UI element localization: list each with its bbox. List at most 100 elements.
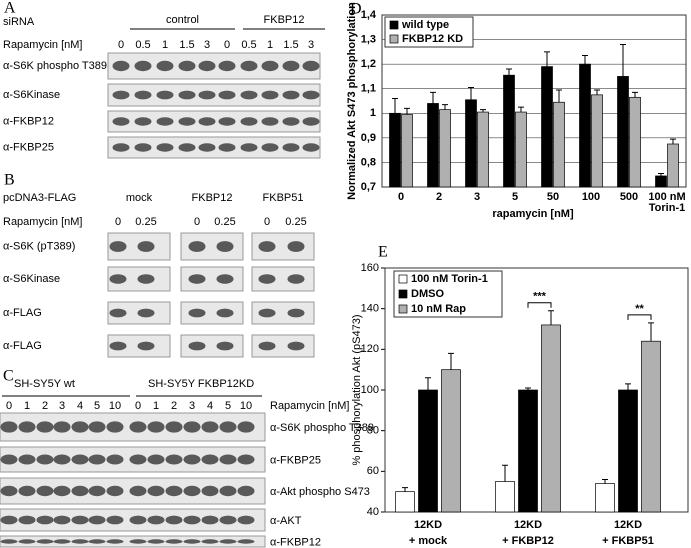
error-bar <box>448 352 454 370</box>
bar <box>579 63 591 188</box>
lane-label: 0 <box>135 400 141 412</box>
lane-label: 5 <box>94 400 100 412</box>
row-label: α-S6K (pT389) <box>3 240 75 252</box>
y-tick-label: 0,7 <box>361 181 376 193</box>
band <box>261 60 279 72</box>
band <box>147 485 165 497</box>
row-label: α-S6Kinase <box>3 89 60 101</box>
band <box>147 421 165 433</box>
bar <box>541 324 561 513</box>
band <box>201 485 219 497</box>
band <box>137 308 155 318</box>
band <box>53 454 71 465</box>
band <box>188 241 206 252</box>
error-bar <box>480 109 486 113</box>
band <box>218 60 236 72</box>
band <box>237 421 255 433</box>
band <box>258 241 276 252</box>
band <box>240 143 258 152</box>
band <box>71 539 89 544</box>
blot <box>180 334 244 358</box>
legend-swatch <box>398 289 408 299</box>
band <box>134 90 152 100</box>
lane-label: 0.25 <box>135 216 156 228</box>
band <box>282 60 300 72</box>
band <box>109 241 127 252</box>
band <box>302 90 320 100</box>
band <box>178 117 196 126</box>
x-tick-label: 12KD <box>414 519 442 531</box>
group-label: mock <box>126 192 153 204</box>
lane-label: 3 <box>204 39 210 51</box>
lane-label: 0.25 <box>214 216 235 228</box>
band <box>137 241 155 252</box>
x-tick-label: 12KD <box>614 519 642 531</box>
band <box>134 60 152 72</box>
significance-bracket <box>627 314 652 320</box>
band <box>198 143 216 152</box>
band <box>282 143 300 152</box>
lane-label: 0.5 <box>241 39 256 51</box>
band <box>302 143 320 152</box>
group-label: SH-SY5Y FKBP12KD <box>148 378 254 390</box>
bar <box>495 481 515 513</box>
band <box>201 454 219 465</box>
legend-swatch <box>389 20 399 30</box>
panel-letter: C <box>3 368 14 385</box>
row-label: α-FKBP12 <box>3 115 54 127</box>
band <box>36 515 54 525</box>
band <box>106 539 124 544</box>
band <box>53 515 71 525</box>
lane-label: 0 <box>6 400 12 412</box>
lane-label: 2 <box>42 400 48 412</box>
bar <box>655 175 667 188</box>
x-tick-label: 12KD <box>514 519 542 531</box>
y-tick-label: 160 <box>361 262 379 274</box>
legend-swatch <box>398 274 408 284</box>
lane-label: 0.25 <box>285 216 306 228</box>
band <box>156 117 174 126</box>
band <box>188 274 206 284</box>
row-label: α-S6K phospho T389 <box>270 422 374 434</box>
y-tick-label: 1,1 <box>361 83 376 95</box>
y-tick-label: 120 <box>361 343 379 355</box>
row-label: α-S6Kinase <box>3 273 60 285</box>
significance-bracket <box>527 302 552 308</box>
legend-swatch <box>389 34 399 44</box>
y-tick-label: 1,3 <box>361 33 376 45</box>
band <box>18 485 36 497</box>
band <box>219 539 237 544</box>
bar <box>441 369 461 513</box>
x-tick-label: Torin-1 <box>649 202 685 214</box>
bar <box>629 96 641 188</box>
group-label: FKBP51 <box>263 192 304 204</box>
bar <box>518 389 538 513</box>
y-tick-label: 1,4 <box>361 9 377 21</box>
bar <box>618 389 638 513</box>
band <box>282 90 300 100</box>
group-label: FKBP12 <box>264 14 305 26</box>
band <box>237 485 255 497</box>
legend-box <box>384 16 474 48</box>
band <box>178 90 196 100</box>
lane-label: 0.5 <box>135 39 150 51</box>
band <box>0 515 18 525</box>
band <box>129 515 147 525</box>
error-bar <box>425 377 431 390</box>
band <box>165 454 183 465</box>
band <box>36 485 54 497</box>
band <box>106 454 124 465</box>
band <box>216 241 234 252</box>
bar <box>477 111 489 188</box>
band <box>282 117 300 126</box>
error-bar <box>430 91 436 104</box>
band <box>109 341 127 351</box>
error-bar <box>556 89 562 103</box>
band <box>129 485 147 497</box>
bar <box>553 101 565 188</box>
band <box>156 60 174 72</box>
blot <box>180 301 244 325</box>
band <box>156 143 174 152</box>
band <box>134 143 152 152</box>
band <box>71 454 89 465</box>
